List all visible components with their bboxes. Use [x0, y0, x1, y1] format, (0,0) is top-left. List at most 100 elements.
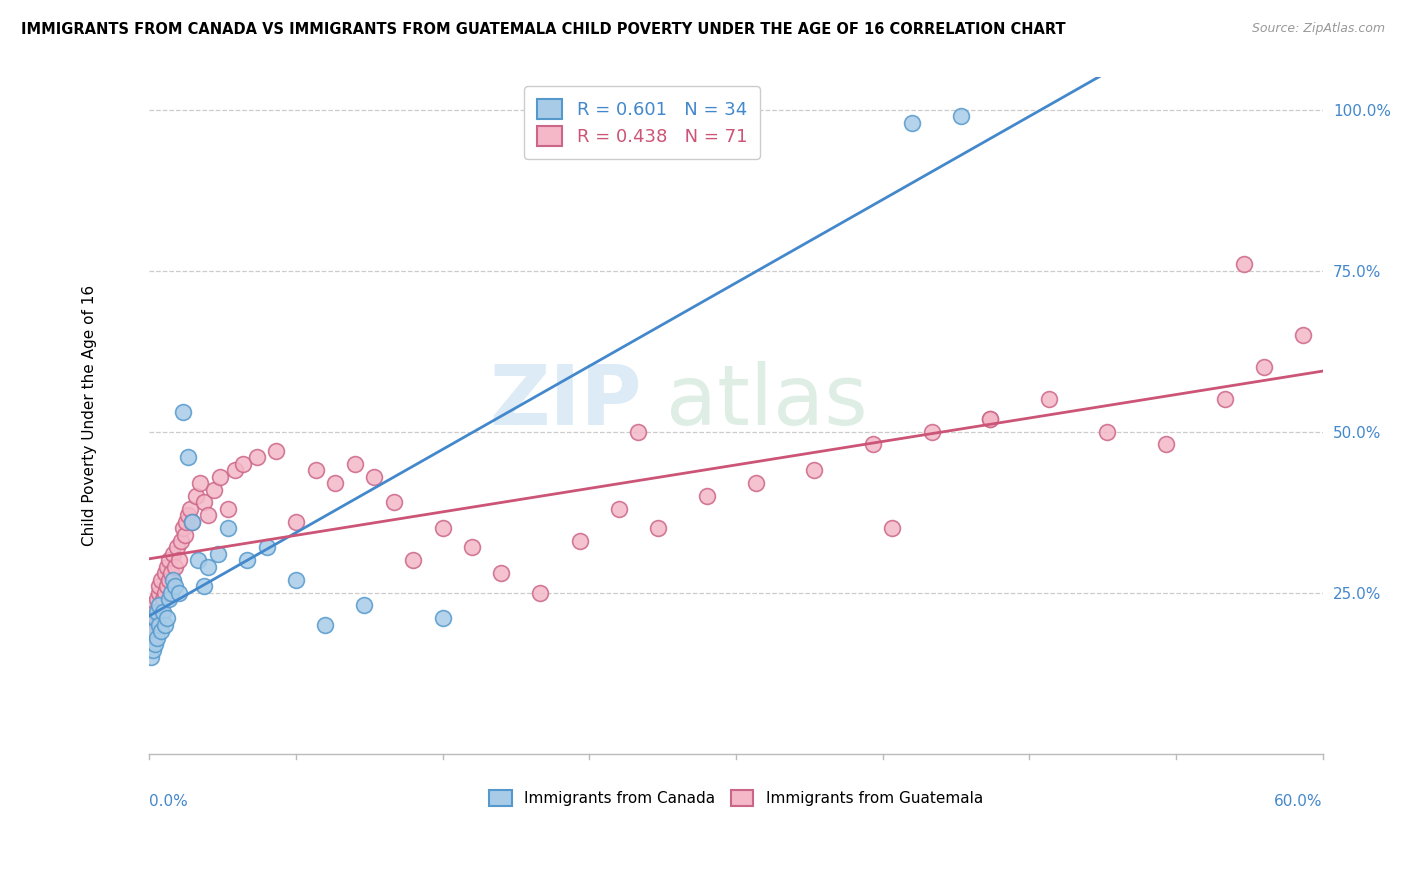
Point	[217, 521, 239, 535]
Point	[186, 489, 208, 503]
Point	[744, 476, 766, 491]
Text: Child Poverty Under the Age of 16: Child Poverty Under the Age of 16	[82, 285, 97, 546]
Point	[152, 592, 174, 607]
Point	[193, 579, 215, 593]
Point	[153, 566, 176, 581]
Point	[402, 553, 425, 567]
Point	[148, 585, 170, 599]
Point	[162, 547, 184, 561]
Point	[153, 585, 176, 599]
Point	[1213, 392, 1236, 407]
Point	[143, 624, 166, 639]
Point	[150, 624, 173, 639]
Point	[150, 605, 173, 619]
Point	[921, 425, 943, 439]
Point	[382, 495, 405, 509]
Text: 0.0%: 0.0%	[149, 794, 188, 809]
Point	[627, 425, 650, 439]
Point	[181, 515, 204, 529]
Point	[146, 631, 169, 645]
Point	[208, 469, 231, 483]
Point	[901, 115, 924, 129]
Point	[803, 463, 825, 477]
Text: ZIP: ZIP	[489, 361, 643, 442]
Point	[979, 411, 1001, 425]
Point	[607, 501, 630, 516]
Text: 60.0%: 60.0%	[1274, 794, 1323, 809]
Point	[146, 592, 169, 607]
Point	[285, 515, 308, 529]
Point	[150, 573, 173, 587]
Point	[197, 508, 219, 523]
Point	[157, 573, 180, 587]
Point	[142, 624, 165, 639]
Point	[163, 579, 186, 593]
Point	[323, 476, 346, 491]
Point	[148, 599, 170, 613]
Point	[142, 631, 165, 645]
Text: IMMIGRANTS FROM CANADA VS IMMIGRANTS FROM GUATEMALA CHILD POVERTY UNDER THE AGE : IMMIGRANTS FROM CANADA VS IMMIGRANTS FRO…	[21, 22, 1066, 37]
Point	[696, 489, 718, 503]
Point	[143, 605, 166, 619]
Point	[142, 643, 165, 657]
Point	[167, 553, 190, 567]
Point	[461, 541, 484, 555]
Text: atlas: atlas	[665, 361, 868, 442]
Point	[314, 617, 336, 632]
Point	[160, 585, 183, 599]
Point	[163, 559, 186, 574]
Point	[285, 573, 308, 587]
Point	[166, 541, 188, 555]
Point	[1233, 257, 1256, 271]
Point	[236, 553, 259, 567]
Point	[1154, 437, 1177, 451]
Point	[256, 541, 278, 555]
Point	[156, 559, 179, 574]
Point	[224, 463, 246, 477]
Point	[157, 553, 180, 567]
Point	[353, 599, 375, 613]
Point	[146, 605, 169, 619]
Point	[246, 450, 269, 465]
Point	[157, 592, 180, 607]
Point	[160, 566, 183, 581]
Point	[177, 508, 200, 523]
Point	[647, 521, 669, 535]
Point	[152, 605, 174, 619]
Point	[156, 579, 179, 593]
Point	[179, 501, 201, 516]
Point	[169, 534, 191, 549]
Point	[568, 534, 591, 549]
Point	[949, 109, 972, 123]
Point	[176, 515, 198, 529]
Point	[143, 637, 166, 651]
Point	[217, 501, 239, 516]
Point	[197, 559, 219, 574]
Point	[181, 515, 204, 529]
Point	[862, 437, 884, 451]
Point	[141, 611, 163, 625]
Point	[173, 527, 195, 541]
Point	[207, 547, 229, 561]
Point	[143, 611, 166, 625]
Text: Source: ZipAtlas.com: Source: ZipAtlas.com	[1251, 22, 1385, 36]
Point	[177, 450, 200, 465]
Point	[172, 405, 194, 419]
Point	[193, 495, 215, 509]
Point	[1038, 392, 1060, 407]
Point	[146, 617, 169, 632]
Point	[232, 457, 254, 471]
Point	[491, 566, 513, 581]
Point	[148, 579, 170, 593]
Point	[141, 649, 163, 664]
Point	[266, 443, 288, 458]
Point	[153, 617, 176, 632]
Point	[363, 469, 385, 483]
Point	[187, 553, 209, 567]
Point	[432, 521, 454, 535]
Point	[156, 611, 179, 625]
Point	[167, 585, 190, 599]
Point	[162, 573, 184, 587]
Point	[529, 585, 551, 599]
Point	[882, 521, 904, 535]
